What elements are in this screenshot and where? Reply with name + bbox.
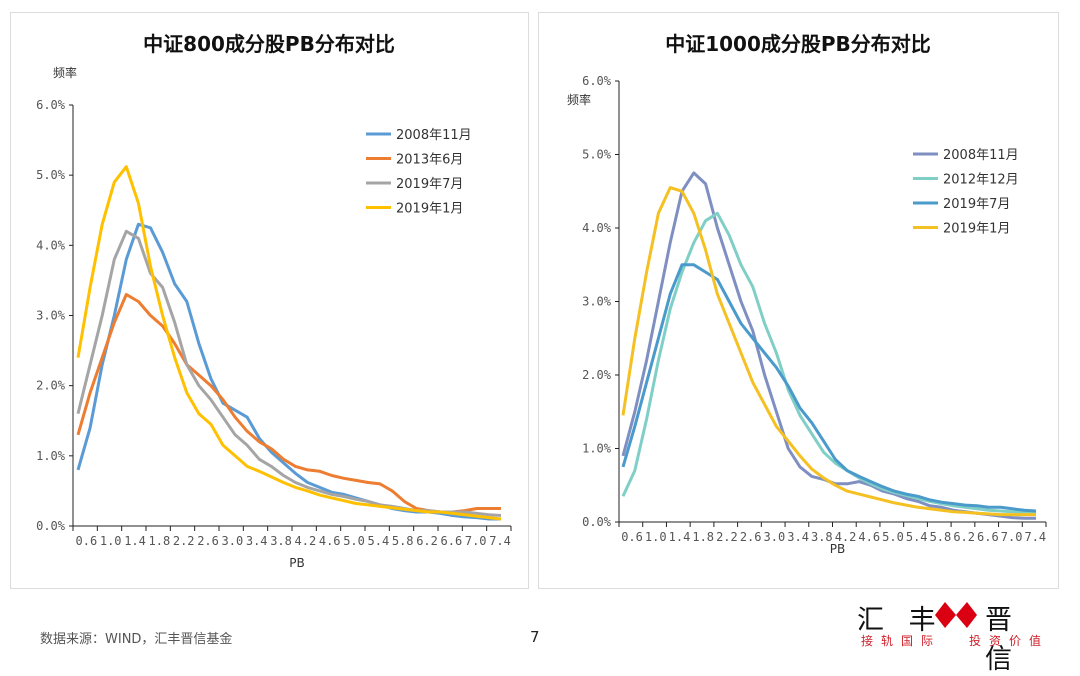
y-tick-label: 1.0% <box>36 449 66 463</box>
x-tick-label: 6.2 <box>953 530 975 544</box>
y-tick-label: 6.0% <box>36 98 66 112</box>
x-tick-label: 7.0 <box>1001 530 1023 544</box>
x-tick-label: 5.8 <box>930 530 952 544</box>
x-tick-label: 1.8 <box>149 534 171 548</box>
series-line-2 <box>621 263 1037 513</box>
x-tick-label: 4.2 <box>835 530 857 544</box>
x-tick-label: 2.6 <box>197 534 219 548</box>
x-tick-label: 2.2 <box>716 530 738 544</box>
x-tick-label: 5.4 <box>368 534 390 548</box>
x-tick-label: 1.0 <box>645 530 667 544</box>
legend-label: 2013年6月 <box>396 153 463 168</box>
x-tick-label: 7.4 <box>489 534 511 548</box>
y-tick-label: 3.0% <box>582 295 612 309</box>
x-tick-label: 5.4 <box>906 530 928 544</box>
x-tick-label: 3.4 <box>246 534 268 548</box>
y-tick-label: 5.0% <box>582 148 612 162</box>
y-tick-label: 2.0% <box>582 368 612 382</box>
x-tick-label: 5.0 <box>882 530 904 544</box>
x-tick-label: 1.4 <box>124 534 146 548</box>
series-line-3 <box>76 165 502 521</box>
x-tick-label: 3.8 <box>811 530 833 544</box>
series-line-3 <box>621 186 1036 517</box>
y-tick-label: 0.0% <box>36 519 66 533</box>
x-tick-label: 2.2 <box>173 534 195 548</box>
logo-text-left: 汇 丰 <box>857 605 944 636</box>
x-tick-label: 7.4 <box>1024 530 1046 544</box>
chart-title: 中证1000成分股PB分布对比 <box>665 32 931 56</box>
y-tick-label: 1.0% <box>582 442 612 456</box>
page-number: 7 <box>530 628 540 646</box>
legend-label: 2019年7月 <box>396 177 463 192</box>
legend-label: 2008年11月 <box>943 148 1019 163</box>
series-line-0 <box>76 222 501 521</box>
chart-panel-csi1000: 中证1000成分股PB分布对比频率 0.0% 1.0% 2.0% 3.0% 4.0% 5.0… <box>538 12 1059 589</box>
x-tick-label: 7.0 <box>465 534 487 548</box>
hexagon-logo-icon <box>935 602 977 628</box>
x-tick-label: 5.8 <box>392 534 414 548</box>
x-axis-label: PB <box>289 556 304 570</box>
series-line-2 <box>76 229 502 517</box>
y-axis-label: 频率 <box>567 92 591 107</box>
x-tick-label: 5.0 <box>343 534 365 548</box>
y-tick-label: 0.0% <box>582 515 612 529</box>
y-axis-label: 频率 <box>53 65 77 80</box>
x-tick-label: 3.0 <box>764 530 786 544</box>
y-tick-label: 4.0% <box>36 238 66 252</box>
hsbc-jintrust-logo: 汇 丰 晋 信 接轨国际 投资价值 <box>857 598 1062 675</box>
x-tick-label: 0.6 <box>621 530 643 544</box>
x-axis-label: PB <box>830 542 845 556</box>
x-tick-label: 2.6 <box>740 530 762 544</box>
x-tick-label: 1.0 <box>100 534 122 548</box>
legend-label: 2008年11月 <box>396 128 472 143</box>
logo-slogan-right: 投资价值 <box>969 634 1050 648</box>
x-tick-label: 3.8 <box>270 534 292 548</box>
legend-label: 2019年7月 <box>943 197 1010 212</box>
legend-label: 2012年12月 <box>943 173 1019 188</box>
y-tick-label: 2.0% <box>36 379 66 393</box>
y-tick-label: 6.0% <box>582 74 612 88</box>
logo-slogan-left: 接轨国际 <box>861 634 942 648</box>
data-source-note: 数据来源：WIND，汇丰晋信基金 <box>40 632 233 647</box>
x-tick-label: 6.6 <box>441 534 463 548</box>
chart-title: 中证800成分股PB分布对比 <box>143 32 395 56</box>
x-tick-label: 3.4 <box>787 530 809 544</box>
x-tick-label: 6.2 <box>416 534 438 548</box>
legend-label: 2019年1月 <box>943 222 1010 237</box>
x-tick-label: 1.4 <box>669 530 691 544</box>
legend-label: 2019年1月 <box>396 202 463 217</box>
x-tick-label: 4.2 <box>295 534 317 548</box>
x-tick-label: 0.6 <box>76 534 98 548</box>
y-tick-label: 3.0% <box>36 309 66 323</box>
x-tick-label: 3.0 <box>222 534 244 548</box>
series-line-1 <box>621 211 1037 515</box>
chart-panel-csi800: 中证800成分股PB分布对比频率 0.0% 1.0% 2.0% 3.0% 4.0% 5.0%… <box>10 12 529 589</box>
x-tick-label: 4.6 <box>858 530 880 544</box>
x-tick-label: 1.8 <box>692 530 714 544</box>
x-tick-label: 6.6 <box>977 530 999 544</box>
y-tick-label: 5.0% <box>36 168 66 182</box>
x-tick-label: 4.6 <box>319 534 341 548</box>
y-tick-label: 4.0% <box>582 221 612 235</box>
